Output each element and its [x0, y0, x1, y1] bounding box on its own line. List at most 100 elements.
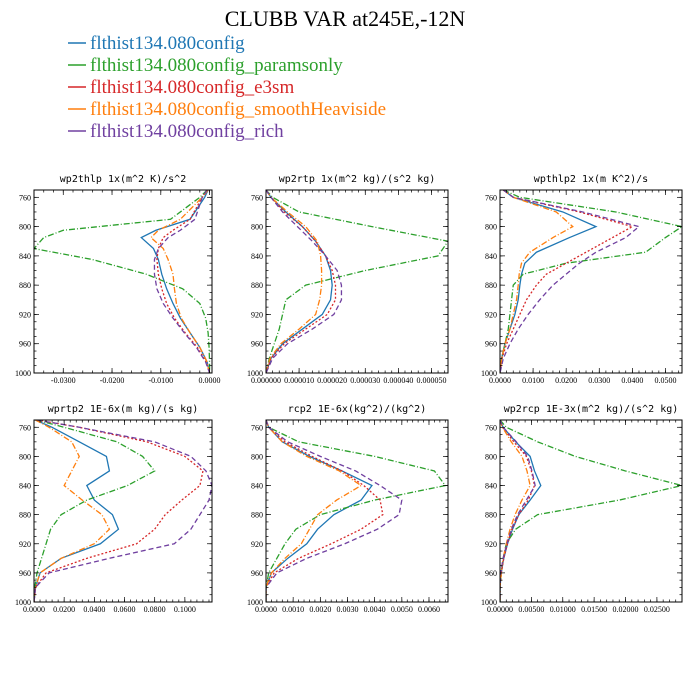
x-tick-label: 0.000040 [383, 376, 413, 385]
x-tick-label: -0.0200 [100, 376, 125, 385]
x-tick-label: 0.0020 [309, 605, 331, 614]
panel-title: wprtp2 1E-6x(m kg)/(s kg) [48, 404, 199, 415]
x-tick-label: -0.0300 [51, 376, 76, 385]
series-line-paramsonly [266, 420, 447, 602]
series-group [34, 420, 212, 602]
y-tick-label: 880 [485, 281, 497, 290]
plot-frame [33, 189, 213, 374]
x-tick-label: 0.0000 [255, 605, 277, 614]
y-tick-label: 960 [19, 340, 31, 349]
x-tick-label: -0.0100 [148, 376, 173, 385]
y-tick-label: 840 [251, 482, 263, 491]
y-tick-label: 1000 [481, 598, 497, 607]
series-line-smoothHeaviside [500, 420, 531, 602]
panel-5: rcp2 1E-6x(kg^2)/(kg^2) 0.0000 0.0010 0.002… [247, 404, 449, 614]
x-tick-label: 0.0060 [418, 605, 440, 614]
y-tick-label: 840 [251, 252, 263, 261]
x-tick-label: 0.01500 [581, 605, 607, 614]
y-tick-label: 760 [485, 193, 497, 202]
plot-frame [499, 419, 683, 603]
panels: wp2thlp 1x(m^2 K)/s^2 -0.0300 -0.0200 -0.01… [15, 174, 683, 614]
y-tick-label: 920 [251, 310, 263, 319]
x-tick-label: 0.00000 [487, 605, 513, 614]
series-group [266, 420, 447, 602]
x-tick-label: 0.000010 [284, 376, 314, 385]
x-tick-label: 0.000050 [416, 376, 446, 385]
y-tick-label: 920 [485, 540, 497, 549]
series-line-paramsonly [34, 190, 211, 373]
panel-title: wpthlp2 1x(m K^2)/s [534, 174, 648, 185]
series-line-e3sm [156, 190, 211, 373]
series-line-config [266, 420, 373, 602]
y-tick-label: 760 [251, 193, 263, 202]
x-tick-label: 0.0000 [23, 605, 45, 614]
series-line-e3sm [266, 420, 384, 602]
x-tick-label: 0.0800 [144, 605, 166, 614]
x-tick-label: 0.0030 [336, 605, 358, 614]
x-tick-label: 0.0050 [391, 605, 413, 614]
x-tick-label: 0.0000 [489, 376, 511, 385]
panel-4: wprtp2 1E-6x(m kg)/(s kg) 0.0000 0.0200 0.0… [15, 404, 213, 614]
plot-frame [33, 419, 213, 603]
panel-1: wp2thlp 1x(m^2 K)/s^2 -0.0300 -0.0200 -0.01… [15, 174, 221, 385]
y-tick-label: 760 [485, 423, 497, 432]
x-tick-label: 0.02000 [613, 605, 639, 614]
series-line-smoothHeaviside [34, 420, 111, 602]
series-group [500, 420, 682, 602]
y-tick-label: 960 [19, 569, 31, 578]
x-tick-label: 0.0300 [588, 376, 610, 385]
y-tick-label: 800 [251, 223, 263, 232]
series-line-rich [500, 420, 536, 602]
y-tick-label: 960 [485, 340, 497, 349]
panel-title: wp2rcp 1E-3x(m^2 kg)/(s^2 kg) [504, 404, 679, 415]
plot-frame [265, 189, 449, 374]
x-tick-label: 0.1000 [174, 605, 196, 614]
y-tick-label: 1000 [247, 369, 263, 378]
x-tick-label: 0.0500 [654, 376, 676, 385]
x-tick-label: 0.000030 [350, 376, 380, 385]
y-tick-label: 920 [485, 310, 497, 319]
series-line-paramsonly [500, 420, 682, 602]
y-tick-label: 880 [485, 511, 497, 520]
x-tick-label: 0.0400 [83, 605, 105, 614]
y-tick-label: 800 [485, 223, 497, 232]
series-line-smoothHeaviside [266, 190, 323, 373]
panel-3: wpthlp2 1x(m K^2)/s 0.0000 0.0100 0.0200 0.0… [481, 174, 683, 385]
legend-entry: flthist134.080config_rich [90, 121, 284, 142]
series-line-e3sm [500, 190, 635, 373]
y-tick-label: 880 [251, 511, 263, 520]
series-line-config [500, 190, 598, 373]
x-tick-label: 0.000020 [317, 376, 347, 385]
legend: flthist134.080config flthist134.080config… [68, 33, 386, 142]
x-tick-label: 0.0000 [199, 376, 221, 385]
series-group [500, 190, 682, 373]
x-tick-label: 0.0600 [114, 605, 136, 614]
series-line-smoothHeaviside [266, 420, 363, 602]
x-tick-label: 0.00500 [518, 605, 544, 614]
y-tick-label: 840 [19, 482, 31, 491]
x-tick-label: 0.0010 [282, 605, 304, 614]
legend-entry: flthist134.080config_e3sm [90, 77, 294, 98]
legend-entry: flthist134.080config [90, 33, 245, 54]
y-tick-label: 760 [19, 423, 31, 432]
series-line-config [140, 190, 211, 373]
series-line-rich [500, 190, 641, 373]
y-tick-label: 920 [19, 540, 31, 549]
series-line-config [34, 420, 120, 602]
y-tick-label: 880 [19, 281, 31, 290]
y-tick-label: 760 [19, 193, 31, 202]
panel-6: wp2rcp 1E-3x(m^2 kg)/(s^2 kg) 0.00000 0.00… [481, 404, 683, 614]
y-tick-label: 1000 [481, 369, 497, 378]
y-tick-label: 920 [251, 540, 263, 549]
y-tick-label: 960 [251, 340, 263, 349]
y-tick-label: 840 [485, 482, 497, 491]
series-line-paramsonly [34, 420, 156, 602]
y-tick-label: 840 [19, 252, 31, 261]
y-tick-label: 880 [251, 281, 263, 290]
series-line-e3sm [266, 190, 337, 373]
x-tick-label: 0.02500 [644, 605, 670, 614]
y-tick-label: 960 [485, 569, 497, 578]
series-line-paramsonly [500, 190, 682, 373]
x-tick-label: 0.0040 [364, 605, 386, 614]
